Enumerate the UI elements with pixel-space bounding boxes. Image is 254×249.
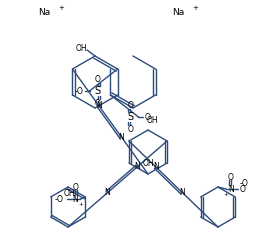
- Text: N: N: [118, 133, 124, 142]
- Text: +: +: [223, 191, 228, 196]
- Text: -: -: [148, 115, 151, 124]
- Text: OH: OH: [75, 44, 86, 53]
- Text: N: N: [227, 185, 233, 193]
- Text: -O: -O: [239, 179, 248, 187]
- Text: O: O: [144, 113, 150, 122]
- Text: +: +: [58, 5, 64, 11]
- Text: N: N: [72, 194, 78, 203]
- Text: O: O: [227, 173, 233, 182]
- Text: N: N: [104, 188, 110, 197]
- Text: O: O: [72, 183, 78, 191]
- Text: O: O: [94, 99, 100, 108]
- Text: O: O: [239, 185, 245, 193]
- Text: OH: OH: [142, 159, 154, 168]
- Text: N: N: [152, 162, 158, 171]
- Text: S: S: [127, 112, 133, 122]
- Text: OH: OH: [146, 116, 157, 124]
- Text: N: N: [179, 188, 184, 197]
- Text: +: +: [78, 201, 82, 206]
- Text: O: O: [127, 124, 133, 133]
- Text: -O: -O: [74, 86, 83, 96]
- Text: OH: OH: [64, 189, 75, 198]
- Text: O: O: [127, 101, 133, 110]
- Text: S: S: [94, 86, 100, 96]
- Text: N: N: [96, 101, 101, 110]
- Text: +: +: [191, 5, 197, 11]
- Text: Na: Na: [171, 7, 184, 16]
- Text: N: N: [134, 162, 140, 171]
- Text: O: O: [94, 74, 100, 83]
- Text: -O: -O: [54, 194, 63, 203]
- Text: Na: Na: [38, 7, 50, 16]
